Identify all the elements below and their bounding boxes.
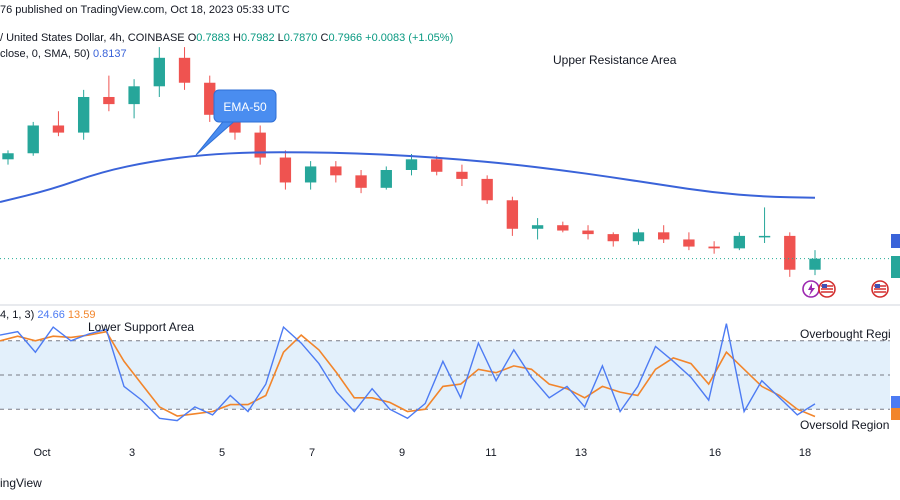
- change-value: +0.0083 (+1.05%): [365, 32, 454, 44]
- ema-callout: EMA-50: [195, 89, 277, 156]
- x-tick-label: 7: [309, 447, 315, 459]
- candle-body: [683, 239, 695, 247]
- candle-body: [330, 166, 342, 176]
- x-tick-label: Oct: [33, 447, 50, 459]
- candle-body: [52, 125, 65, 133]
- stoch-d-value: 13.59: [67, 309, 96, 321]
- candle-body: [178, 57, 191, 83]
- candle-body: [607, 234, 619, 242]
- x-tick-label: 13: [575, 447, 587, 459]
- us-flag-canton: [822, 284, 827, 288]
- x-tick-label: 16: [709, 447, 721, 459]
- candle-body: [355, 175, 367, 188]
- x-tick-label: 11: [485, 447, 496, 459]
- candle-body: [77, 96, 90, 133]
- sma-legend: close, 0, SMA, 50) 0.8137: [0, 48, 127, 60]
- us-flag-canton-2: [875, 284, 880, 288]
- candle-body: [27, 125, 39, 154]
- low-value: 0.7870: [283, 32, 318, 44]
- sma-value: 0.8137: [92, 48, 127, 60]
- candle-body: [229, 114, 241, 133]
- x-tick-label: 9: [399, 447, 405, 459]
- published-line: 76 published on TradingView.com, Oct 18,…: [0, 4, 290, 16]
- callout-pointer: [195, 117, 240, 156]
- candle-body: [153, 57, 165, 87]
- stochastic-d-line: [0, 330, 816, 418]
- candle-body: [2, 153, 14, 160]
- candle-body: [506, 200, 519, 229]
- candle-body: [204, 82, 216, 115]
- stochastic-band: [0, 340, 890, 410]
- candle-body: [279, 157, 292, 183]
- candle-body: [304, 166, 317, 183]
- candle-body: [632, 232, 645, 242]
- close-value: 0.7966: [328, 32, 363, 44]
- candle-body: [582, 230, 594, 235]
- stoch-k-tag: [891, 396, 900, 408]
- candle-body: [431, 159, 443, 172]
- ema50-line: [0, 151, 816, 204]
- stoch-params: 4, 1, 3): [0, 309, 35, 321]
- high-value: 0.7982: [240, 32, 275, 44]
- upper-resistance-label: Upper Resistance Area: [553, 53, 677, 67]
- candle-body: [733, 235, 746, 249]
- symbol-ohlc-line: / United States Dollar, 4h, COINBASE O0.…: [0, 32, 454, 44]
- lower-support-label: Lower Support Area: [88, 320, 194, 334]
- candle-body: [708, 246, 720, 249]
- event-icons[interactable]: [802, 280, 889, 298]
- oversold-label: Oversold Region: [800, 418, 889, 432]
- lightning-glyph: [808, 283, 815, 296]
- symbol-label: / United States Dollar, 4h, COINBASE: [0, 32, 185, 44]
- tradingview-brand: ingView: [0, 476, 42, 490]
- stoch-d-tag: [891, 408, 900, 420]
- candle-body: [405, 159, 418, 170]
- candle-body: [254, 132, 266, 158]
- candle-body: [557, 225, 569, 231]
- candle-body: [103, 96, 115, 105]
- stochastic-legend: 4, 1, 3) 24.66 13.59: [0, 309, 95, 321]
- x-tick-label: 18: [799, 447, 811, 459]
- candle-body: [658, 232, 670, 240]
- stochastic-k-line: [0, 323, 816, 422]
- candle-body: [531, 225, 544, 229]
- x-axis-ticks: Oct 3 5 7 9 11 13 16 18: [33, 447, 811, 459]
- candle-body: [481, 178, 493, 201]
- candle-body: [784, 235, 796, 270]
- sma-params: close, 0, SMA, 50): [0, 48, 90, 60]
- candle-body: [128, 86, 140, 105]
- candle-body: [380, 170, 392, 188]
- candle-body: [758, 235, 771, 238]
- candle-body: [809, 258, 821, 270]
- x-tick-label: 5: [219, 447, 225, 459]
- callout-text: EMA-50: [223, 100, 267, 114]
- last-price-tag: [891, 256, 900, 278]
- open-value: 0.7883: [196, 32, 230, 44]
- x-tick-label: 3: [129, 447, 135, 459]
- ema-price-tag: [891, 234, 900, 248]
- callout-box: [213, 89, 277, 123]
- overbought-label: Overbought Regi: [800, 327, 891, 341]
- candlestick-series: [2, 47, 821, 277]
- stoch-k-value: 24.66: [37, 309, 65, 321]
- candle-body: [456, 171, 468, 179]
